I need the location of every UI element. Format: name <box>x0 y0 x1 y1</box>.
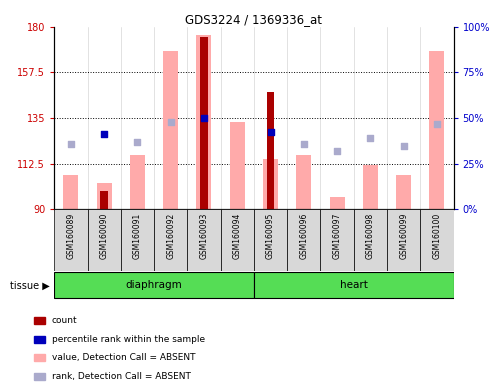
Point <box>400 143 408 149</box>
Bar <box>34 373 45 380</box>
Bar <box>363 165 378 209</box>
Bar <box>130 155 145 209</box>
Bar <box>154 209 187 271</box>
Bar <box>101 191 108 209</box>
Point <box>167 119 175 125</box>
Text: count: count <box>52 316 77 325</box>
Bar <box>320 209 353 271</box>
Bar <box>387 209 420 271</box>
Bar <box>267 92 274 209</box>
Bar <box>263 159 278 209</box>
Point <box>267 129 275 135</box>
Text: value, Detection Call = ABSENT: value, Detection Call = ABSENT <box>52 353 195 362</box>
Point <box>300 141 308 147</box>
Point <box>366 135 374 141</box>
Point <box>67 141 75 147</box>
Bar <box>230 122 245 209</box>
Bar <box>34 336 45 343</box>
Text: GSM160092: GSM160092 <box>166 212 175 258</box>
Bar <box>197 35 211 209</box>
Bar <box>34 317 45 324</box>
Text: GSM160100: GSM160100 <box>432 212 441 258</box>
Point <box>134 139 141 146</box>
Bar <box>420 209 454 271</box>
Bar <box>34 354 45 361</box>
Point <box>433 121 441 127</box>
Text: diaphragm: diaphragm <box>126 280 182 290</box>
Bar <box>88 209 121 271</box>
Text: GSM160096: GSM160096 <box>299 212 308 259</box>
Bar <box>254 209 287 271</box>
Text: percentile rank within the sample: percentile rank within the sample <box>52 335 205 344</box>
Text: heart: heart <box>340 280 368 290</box>
Bar <box>187 209 220 271</box>
Text: GSM160089: GSM160089 <box>67 212 75 258</box>
Point <box>333 147 341 154</box>
Text: GSM160091: GSM160091 <box>133 212 142 258</box>
Point <box>200 115 208 121</box>
Text: GSM160094: GSM160094 <box>233 212 242 259</box>
Bar <box>121 209 154 271</box>
Text: tissue ▶: tissue ▶ <box>9 281 49 291</box>
Bar <box>220 209 254 271</box>
Bar <box>396 175 411 209</box>
Text: rank, Detection Call = ABSENT: rank, Detection Call = ABSENT <box>52 372 191 381</box>
Bar <box>97 183 111 209</box>
Bar <box>429 51 444 209</box>
Text: GSM160093: GSM160093 <box>200 212 209 259</box>
Title: GDS3224 / 1369336_at: GDS3224 / 1369336_at <box>185 13 322 26</box>
Bar <box>200 37 208 209</box>
Bar <box>287 209 320 271</box>
Point <box>100 131 108 137</box>
Text: GSM160097: GSM160097 <box>333 212 342 259</box>
Bar <box>330 197 345 209</box>
Bar <box>64 175 78 209</box>
Bar <box>54 209 88 271</box>
Bar <box>163 51 178 209</box>
Text: GSM160090: GSM160090 <box>100 212 108 259</box>
Bar <box>296 155 311 209</box>
Bar <box>353 209 387 271</box>
Text: GSM160098: GSM160098 <box>366 212 375 258</box>
Bar <box>254 272 454 298</box>
Text: GSM160095: GSM160095 <box>266 212 275 259</box>
Bar <box>54 272 254 298</box>
Text: GSM160099: GSM160099 <box>399 212 408 259</box>
